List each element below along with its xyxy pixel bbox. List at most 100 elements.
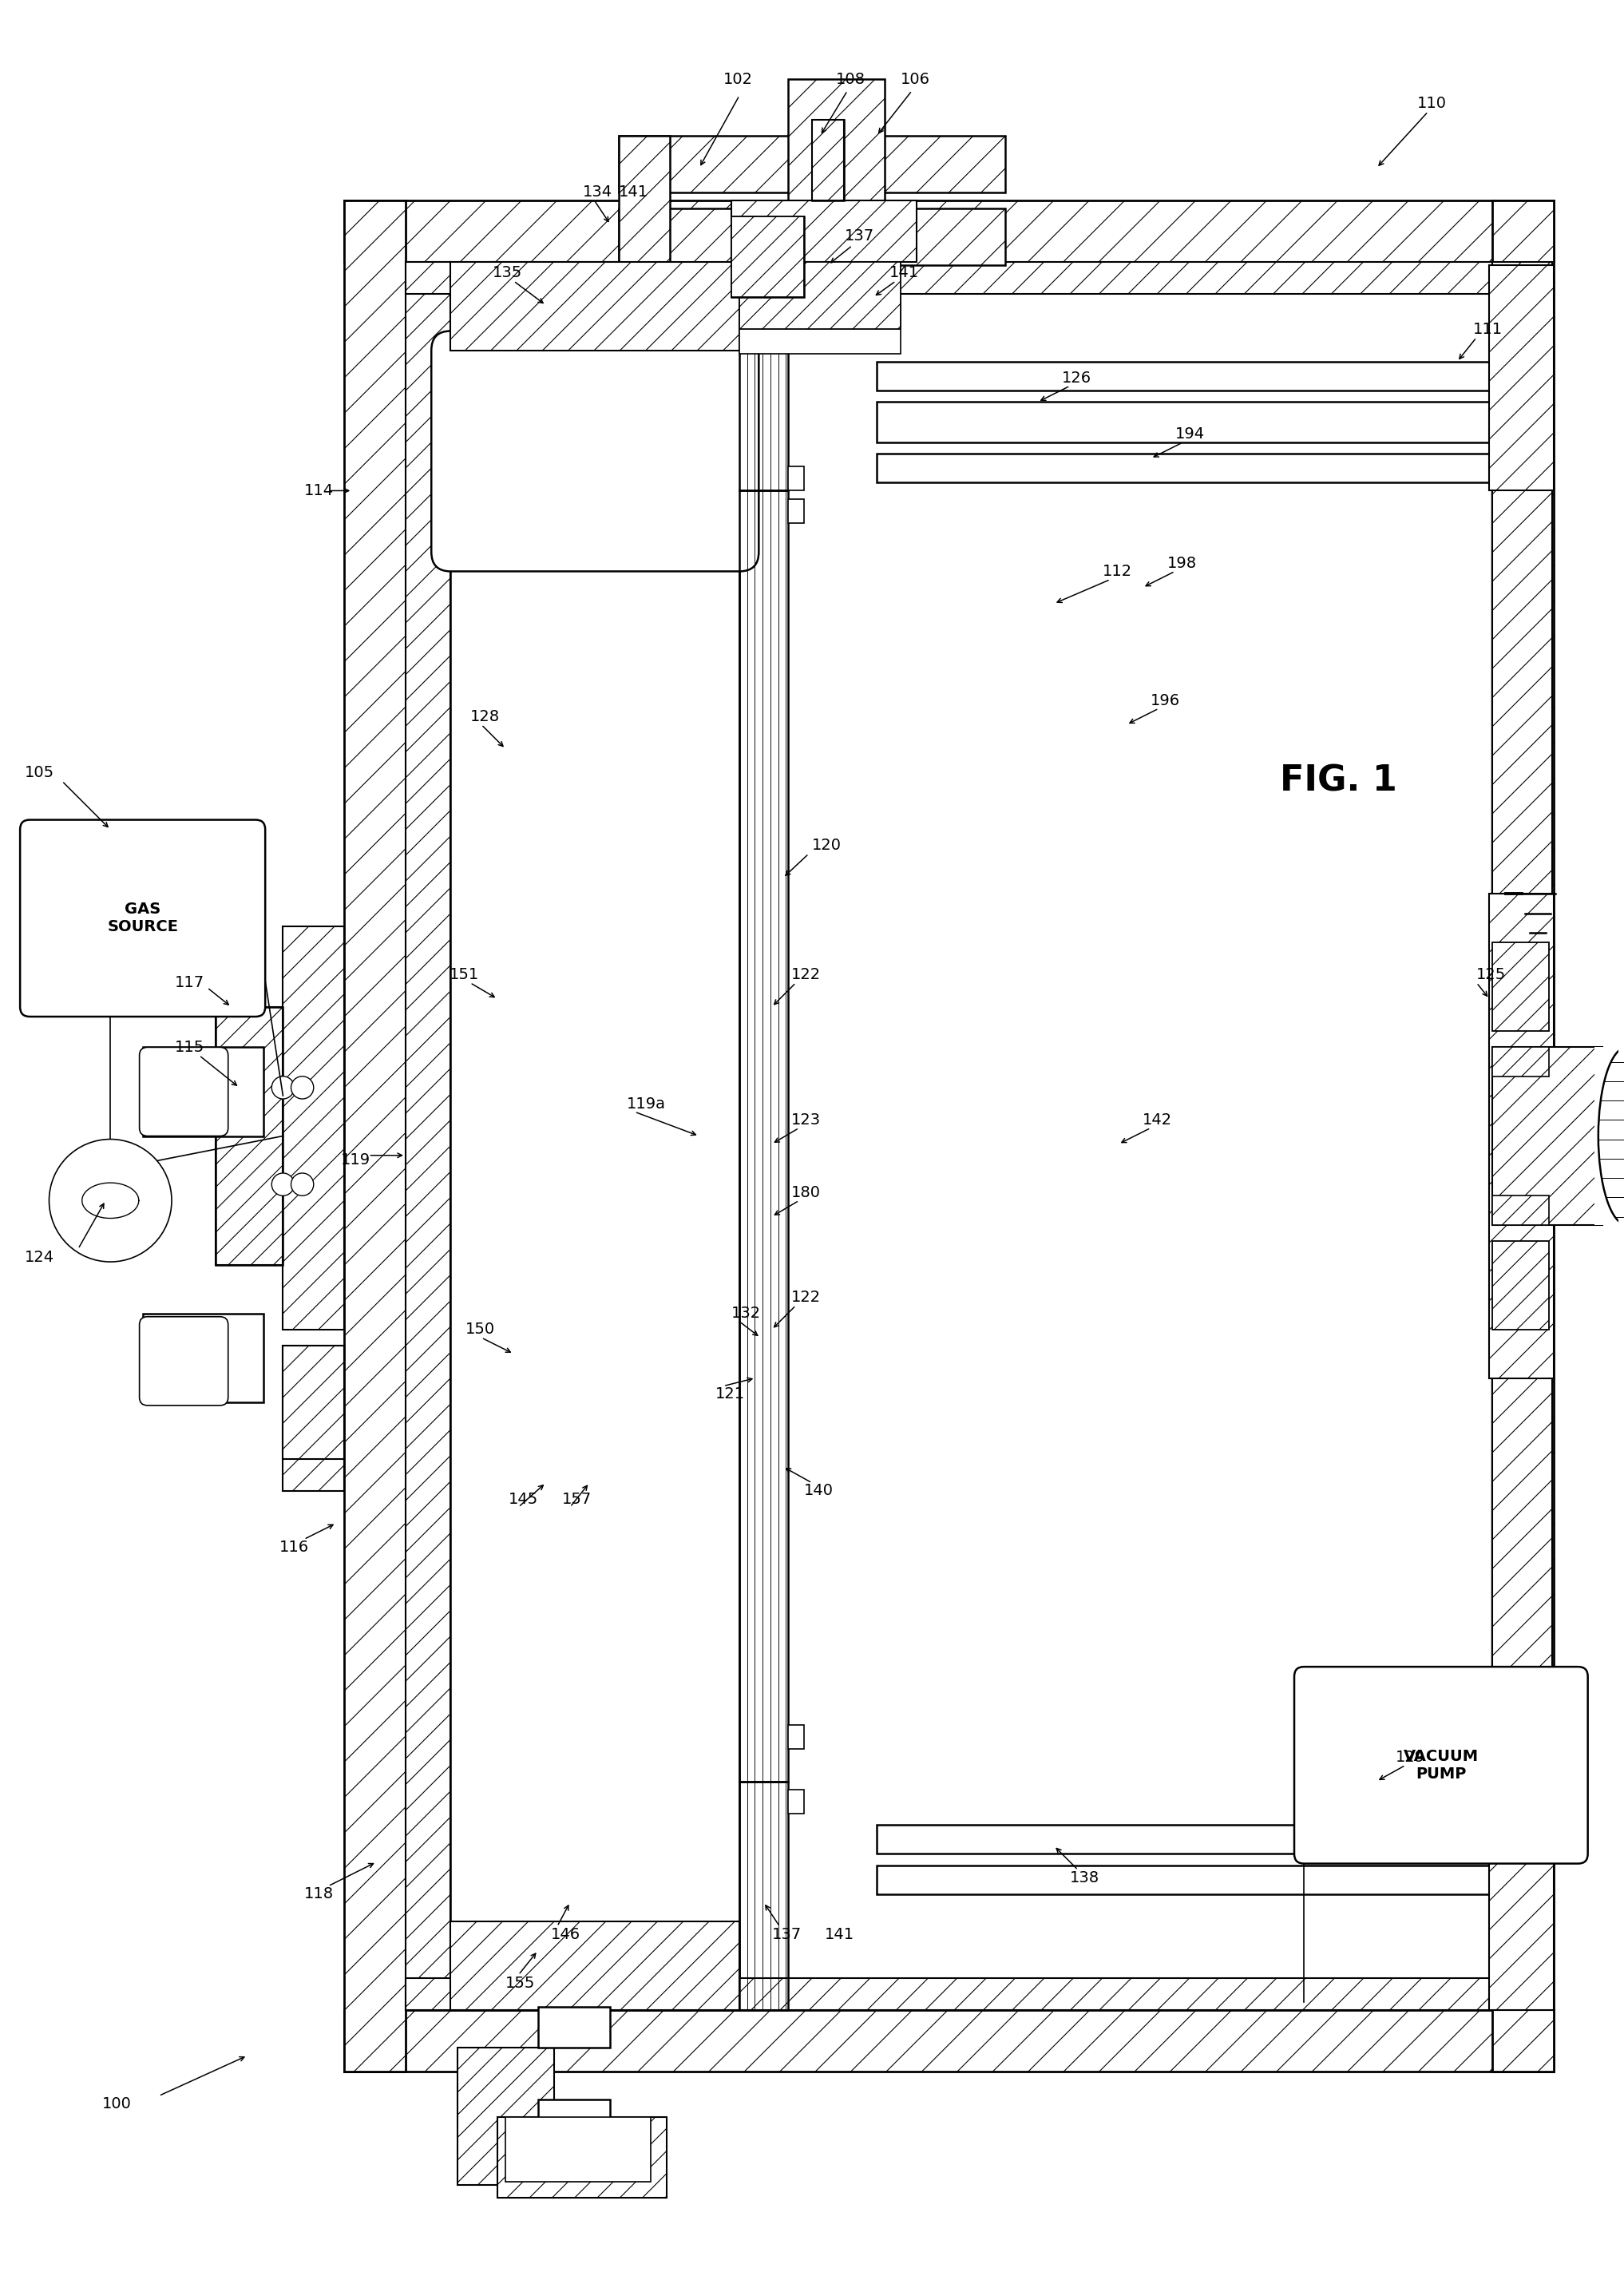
- Polygon shape: [739, 261, 901, 329]
- Polygon shape: [451, 1922, 739, 2011]
- Bar: [877, 454, 1489, 482]
- Bar: [538, 2006, 611, 2047]
- Polygon shape: [1595, 1047, 1624, 1225]
- Text: VACUUM
PUMP: VACUUM PUMP: [1403, 1749, 1478, 1781]
- Text: 151: 151: [450, 968, 479, 982]
- Text: 111: 111: [1473, 323, 1502, 336]
- Bar: [788, 500, 804, 523]
- Circle shape: [271, 1172, 294, 1195]
- Text: 100: 100: [102, 2097, 132, 2111]
- Text: 108: 108: [836, 73, 866, 86]
- Text: 157: 157: [562, 1490, 591, 1506]
- Bar: [143, 1047, 263, 1136]
- Polygon shape: [1489, 1784, 1554, 2011]
- Text: 196: 196: [1151, 693, 1181, 709]
- Polygon shape: [344, 2011, 1554, 2072]
- Text: 141: 141: [890, 266, 919, 279]
- Text: 106: 106: [901, 73, 931, 86]
- Text: 122: 122: [791, 968, 820, 982]
- Bar: [538, 2099, 611, 2129]
- Polygon shape: [406, 261, 1492, 293]
- Text: 119: 119: [341, 1152, 370, 1168]
- Polygon shape: [1492, 200, 1554, 2072]
- Circle shape: [291, 1172, 313, 1195]
- Polygon shape: [283, 1345, 344, 1490]
- Polygon shape: [283, 927, 344, 1329]
- Text: 141: 141: [619, 184, 648, 200]
- Text: 132: 132: [731, 1306, 762, 1320]
- Polygon shape: [619, 136, 671, 266]
- Bar: [788, 1724, 804, 1749]
- Bar: [406, 261, 1492, 2011]
- Text: 105: 105: [24, 766, 55, 782]
- FancyBboxPatch shape: [19, 820, 265, 1016]
- Polygon shape: [1492, 1195, 1549, 1225]
- Polygon shape: [1489, 266, 1554, 491]
- Bar: [505, 2118, 651, 2181]
- Polygon shape: [731, 200, 918, 261]
- Bar: [739, 1781, 788, 2011]
- Text: 120: 120: [812, 838, 841, 854]
- Polygon shape: [406, 261, 451, 2011]
- Text: 137: 137: [844, 227, 874, 243]
- Text: 137: 137: [771, 1927, 801, 1943]
- Polygon shape: [788, 80, 885, 289]
- Text: 117: 117: [175, 975, 205, 991]
- FancyBboxPatch shape: [432, 332, 758, 570]
- Polygon shape: [1492, 1241, 1549, 1329]
- Text: 140: 140: [804, 1484, 833, 1500]
- Polygon shape: [451, 261, 739, 350]
- Polygon shape: [1492, 1047, 1603, 1225]
- Text: 141: 141: [825, 1927, 854, 1943]
- Text: 142: 142: [1143, 1113, 1173, 1127]
- Text: 125: 125: [1476, 968, 1507, 982]
- Text: 102: 102: [723, 73, 754, 86]
- FancyBboxPatch shape: [1294, 1668, 1588, 1863]
- Bar: [216, 1006, 283, 1266]
- FancyBboxPatch shape: [140, 1047, 227, 1136]
- Polygon shape: [344, 200, 406, 2072]
- Bar: [877, 402, 1489, 443]
- Polygon shape: [458, 2047, 554, 2186]
- Text: 135: 135: [492, 266, 523, 279]
- Text: 110: 110: [1416, 95, 1447, 111]
- Polygon shape: [1492, 1047, 1549, 1077]
- Polygon shape: [731, 216, 804, 298]
- Text: GAS
SOURCE: GAS SOURCE: [107, 902, 179, 934]
- Polygon shape: [1492, 943, 1549, 1031]
- Polygon shape: [216, 1006, 283, 1266]
- Text: 122: 122: [791, 1290, 820, 1304]
- Text: 119a: 119a: [627, 1095, 666, 1111]
- Bar: [143, 1313, 263, 1402]
- Text: 138: 138: [1070, 1870, 1099, 1886]
- Polygon shape: [619, 136, 1005, 193]
- Text: 129: 129: [1397, 1749, 1426, 1765]
- Bar: [877, 1865, 1489, 1895]
- Text: 116: 116: [279, 1540, 310, 1554]
- Circle shape: [271, 1077, 294, 1100]
- Ellipse shape: [1598, 1047, 1624, 1225]
- Text: FIG. 1: FIG. 1: [1280, 763, 1397, 797]
- Bar: [877, 1824, 1489, 1854]
- FancyBboxPatch shape: [140, 1318, 227, 1406]
- Bar: [739, 298, 901, 354]
- Bar: [877, 361, 1489, 391]
- Text: 115: 115: [175, 1041, 205, 1054]
- Polygon shape: [344, 200, 1554, 261]
- Polygon shape: [1489, 893, 1554, 1379]
- Text: 112: 112: [1103, 563, 1132, 579]
- Text: 155: 155: [505, 1974, 536, 1990]
- Bar: [451, 261, 739, 2011]
- Text: 145: 145: [508, 1490, 539, 1506]
- Circle shape: [49, 1138, 172, 1261]
- Text: 118: 118: [304, 1886, 333, 1902]
- Text: 114: 114: [304, 484, 333, 498]
- Bar: [739, 261, 788, 491]
- Text: 123: 123: [791, 1113, 820, 1127]
- Text: 180: 180: [791, 1186, 820, 1200]
- Text: 124: 124: [24, 1250, 55, 1266]
- Polygon shape: [406, 1979, 1492, 2011]
- Bar: [788, 1790, 804, 1813]
- Text: 128: 128: [469, 709, 500, 725]
- Circle shape: [291, 1077, 313, 1100]
